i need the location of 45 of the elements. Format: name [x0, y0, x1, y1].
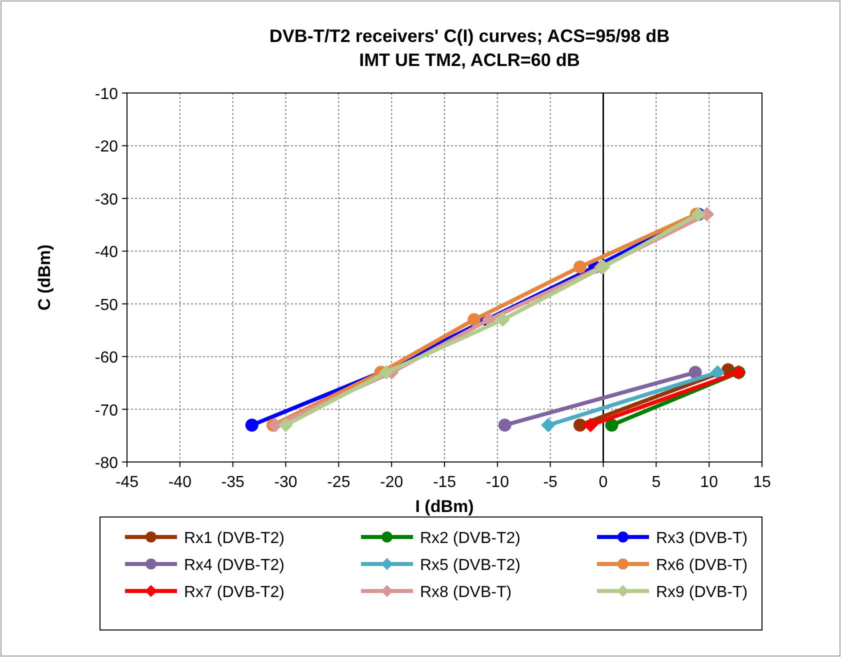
point [468, 313, 481, 326]
x-tick-label: -45 [115, 474, 139, 491]
y-tick-label: -30 [94, 191, 118, 208]
legend-label: Rx5 (DVB-T2) [420, 557, 520, 574]
legend-label: Rx6 (DVB-T) [656, 557, 748, 574]
point [541, 418, 556, 432]
y-tick-label: -80 [94, 455, 118, 472]
point [379, 365, 394, 380]
x-tick-label: -15 [432, 474, 456, 491]
legend-label: Rx2 (DVB-T2) [420, 530, 520, 547]
point [573, 418, 586, 432]
x-tick-label: 15 [753, 474, 771, 491]
legend-label: Rx1 (DVB-T2) [184, 530, 284, 547]
y-tick-label: -70 [94, 402, 118, 420]
y-tick-label: -40 [94, 244, 118, 262]
point [498, 418, 512, 432]
legend-label: Rx9 (DVB-T) [656, 584, 748, 601]
y-tick-label: -60 [94, 350, 118, 367]
point [710, 365, 725, 380]
legend-label: Rx7 (DVB-T2) [184, 584, 284, 601]
y-tick-label: -50 [94, 296, 118, 314]
point [496, 312, 510, 327]
y-tick-label: -10 [94, 86, 118, 103]
x-tick-label: -10 [486, 474, 510, 491]
x-tick-label: 5 [652, 474, 661, 491]
y-axis-title: C (dBm) [35, 244, 54, 311]
point [583, 418, 598, 432]
x-tick-label: -5 [543, 474, 558, 491]
x-axis-title: I (dBm) [415, 497, 474, 516]
point [605, 418, 618, 432]
chart-title: DVB-T/T2 receivers' C(I) curves; ACS=95/98 dB IMT UE TM2, ACLR=60 dB [269, 26, 670, 70]
point [278, 418, 293, 432]
x-tick-label: -20 [380, 474, 404, 491]
x-tick-label: 0 [598, 474, 608, 491]
legend-label: Rx3 (DVB-T) [656, 530, 748, 547]
legend-label: Rx4 (DVB-T2) [184, 557, 284, 574]
x-tick-label: -30 [274, 474, 298, 491]
x-tick-label: -35 [221, 474, 244, 491]
x-tick-label: -40 [168, 474, 192, 491]
legend-label: Rx8 (DVB-T) [420, 584, 512, 601]
point [245, 418, 258, 432]
point [573, 260, 586, 274]
y-tick-label: -20 [94, 138, 118, 156]
x-tick-label: 10 [700, 474, 718, 491]
x-tick-label: -25 [327, 474, 350, 491]
